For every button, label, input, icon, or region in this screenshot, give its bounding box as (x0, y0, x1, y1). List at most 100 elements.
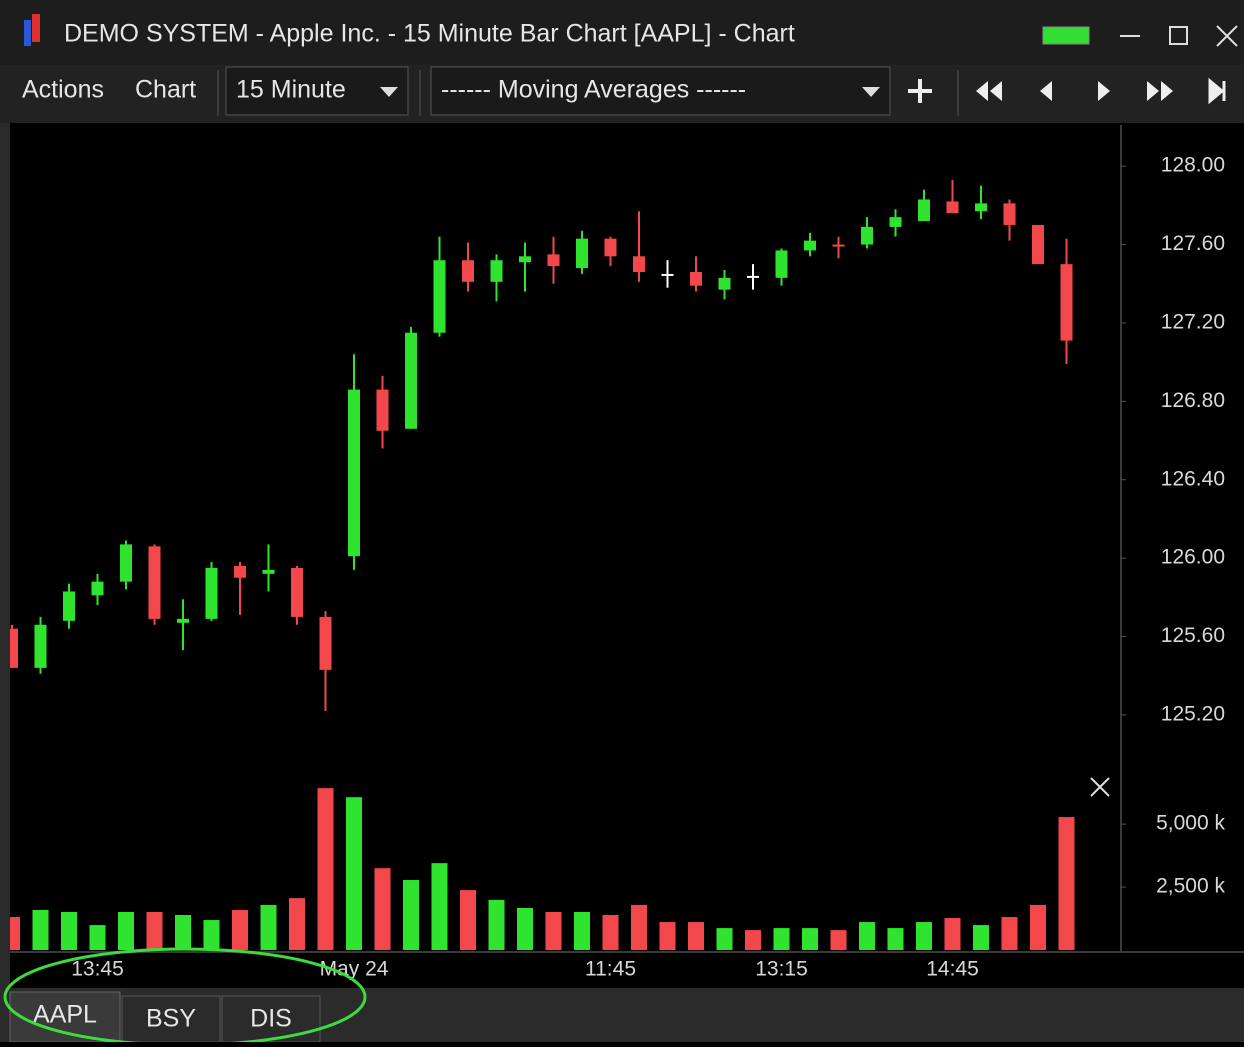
candle-body (1032, 224, 1044, 265)
volume-bar (1058, 817, 1075, 950)
volume-bar (10, 917, 20, 950)
volume-bar (859, 922, 875, 950)
interval-dropdown[interactable] (225, 66, 409, 116)
volume-bar (517, 907, 533, 950)
candle-body (946, 201, 959, 214)
title-bar (0, 0, 1244, 65)
x-tick-label: 13:15 (755, 958, 808, 981)
volume-bar (232, 909, 248, 950)
volume-bar (802, 928, 818, 950)
add-button[interactable] (908, 79, 932, 103)
dropdown-arrow (862, 87, 880, 97)
volume-bar (973, 925, 989, 950)
candle-body (376, 389, 389, 431)
candle-body (34, 624, 47, 668)
study-dropdown[interactable] (430, 66, 891, 116)
plot-area (10, 179, 1075, 950)
candle-body (405, 332, 417, 429)
volume-bar (460, 890, 476, 950)
volume-bar (602, 915, 619, 950)
y-tick-label: 126.40 (1161, 467, 1225, 490)
app-icon (24, 20, 31, 46)
volume-bar (317, 788, 334, 950)
status-indicator (1042, 26, 1090, 45)
volume-bar (32, 909, 49, 950)
interval-label: 15 Minute (236, 76, 346, 104)
menu-chart[interactable]: Chart (135, 76, 196, 104)
candle-body (661, 273, 674, 276)
candle-body (1060, 264, 1073, 341)
volume-bar (1001, 917, 1018, 950)
study-label: ------ Moving Averages ------ (441, 76, 746, 104)
volume-bar (716, 928, 733, 950)
candle-body (148, 546, 161, 619)
volume-bar (175, 915, 191, 950)
app-icon (32, 14, 40, 42)
tab-label: DIS (250, 1005, 292, 1033)
last-button[interactable] (1208, 77, 1226, 105)
volume-bar (118, 911, 134, 950)
maximize-button[interactable] (1169, 26, 1188, 45)
axes: 128.00 127.60 127.20 126.80 126.40 126.00 125.… (71, 154, 1225, 981)
y-tick-label: 126.00 (1161, 546, 1225, 569)
volume-bar (374, 868, 391, 950)
candle-body (718, 277, 731, 290)
x-tick-label: 11:45 (585, 958, 636, 981)
back-button[interactable] (1040, 81, 1052, 101)
window-title: DEMO SYSTEM - Apple Inc. - 15 Minute Bar… (64, 20, 795, 48)
candle-body (120, 544, 132, 582)
candle-body (348, 389, 360, 557)
volume-bar (488, 899, 505, 950)
candle-body (519, 256, 531, 263)
close-panel-button[interactable] (1090, 777, 1110, 797)
volume-bar (631, 904, 647, 950)
candle-body (462, 260, 474, 282)
volume-bar (688, 922, 704, 950)
candle-body (633, 256, 645, 272)
volume-bar (89, 925, 106, 950)
x-tick-label: 13:45 (71, 958, 124, 981)
candle-body (832, 244, 845, 247)
candle-body (91, 581, 104, 596)
candle-body (604, 238, 617, 257)
y-tick-label: 128.00 (1161, 154, 1225, 177)
y-tick-label: 125.60 (1161, 624, 1225, 647)
volume-bar (574, 911, 590, 950)
fast-forward-button[interactable] (1147, 81, 1173, 101)
x-tick-label: May 24 (320, 958, 389, 981)
candle-body (433, 260, 446, 333)
first-button[interactable] (976, 81, 1002, 101)
candle-body (319, 616, 332, 670)
candle-body (861, 226, 873, 245)
candle-body (889, 217, 902, 227)
candle-body (10, 628, 18, 668)
candle-body (747, 275, 759, 278)
tab-label: BSY (146, 1005, 196, 1033)
candle-body (262, 569, 275, 574)
candle-body (177, 618, 189, 623)
y-tick-label: 127.60 (1161, 232, 1225, 255)
forward-button[interactable] (1098, 81, 1110, 101)
volume-bar (944, 918, 961, 950)
menu-actions[interactable]: Actions (22, 76, 104, 104)
candle-body (1003, 203, 1016, 225)
volume-bar (203, 920, 220, 950)
candle-body (291, 567, 303, 617)
y-tick-label: 2,500 k (1156, 875, 1225, 898)
volume-bar (659, 922, 676, 950)
candle-body (547, 254, 560, 267)
candle-body (576, 238, 588, 269)
volume-bar (260, 904, 277, 950)
left-border (0, 123, 10, 988)
candle-body (975, 203, 987, 212)
volume-bar (289, 898, 305, 950)
candle-body (918, 199, 930, 222)
candle-body (234, 565, 246, 578)
close-button[interactable] (1216, 25, 1238, 47)
volume-bar (830, 930, 847, 950)
y-tick-label: 5,000 k (1156, 812, 1225, 835)
volume-bar (61, 911, 77, 950)
candle-body (63, 591, 75, 621)
